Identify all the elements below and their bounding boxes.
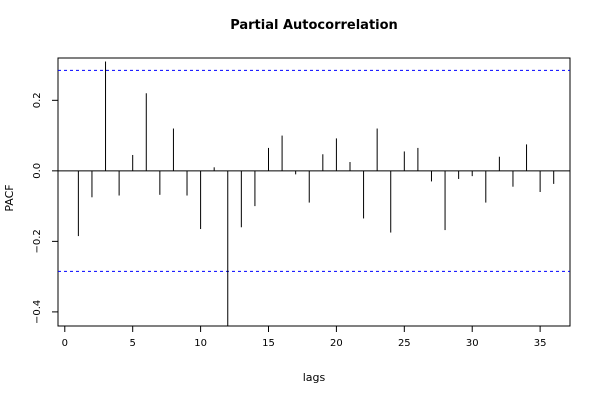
chart-marks: 0 5 10 15 20 25 30 35 −0.4 −0.2 0.0 0.2 (32, 61, 570, 349)
y-tick-label-3: 0.2 (32, 92, 43, 108)
chart-title: Partial Autocorrelation (230, 18, 398, 33)
x-tick-label-25: 25 (398, 338, 411, 349)
x-axis-label: lags (303, 371, 326, 384)
y-axis-label: PACF (3, 184, 16, 211)
y-tick-label-2: 0.0 (32, 163, 43, 179)
x-tick-label-10: 10 (194, 338, 207, 349)
y-tick-label-0: −0.4 (32, 300, 43, 324)
x-tick-label-15: 15 (262, 338, 275, 349)
x-tick-label-35: 35 (534, 338, 547, 349)
x-tick-label-20: 20 (330, 338, 343, 349)
x-tick-label-30: 30 (466, 338, 479, 349)
x-tick-label-0: 0 (62, 338, 68, 349)
x-tick-label-5: 5 (130, 338, 136, 349)
y-tick-label-1: −0.2 (32, 229, 43, 253)
plot-frame (57, 57, 571, 327)
